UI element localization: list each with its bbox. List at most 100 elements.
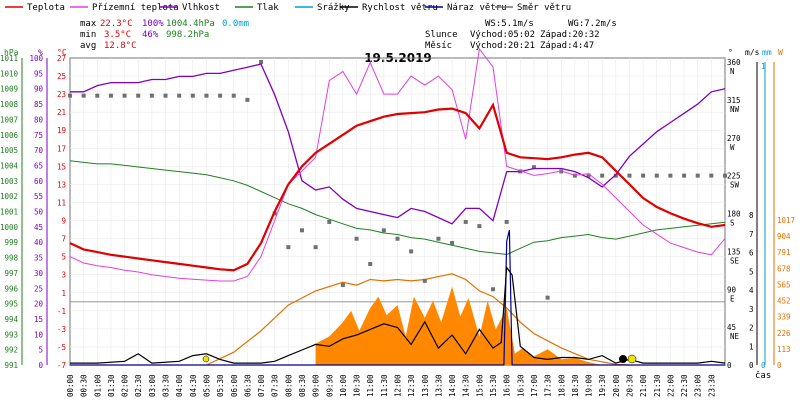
tick-label-pct: 25 [34, 284, 43, 293]
point-wind-direction [286, 245, 291, 250]
tick-label-pct: 65 [34, 161, 43, 170]
point-wind-direction [340, 283, 345, 288]
tick-label-wm2: 0 [777, 361, 782, 370]
sun-set: Západ:20:32 [540, 30, 600, 40]
tick-label-ms: 1 [749, 342, 754, 351]
legend-label: Tlak [257, 3, 279, 13]
point-wind-direction [313, 245, 318, 250]
stats-block: max 22.3°C 100% 1004.4hPa 0.0mm min 3.5°… [80, 19, 249, 51]
stats-max-label: max [80, 19, 97, 29]
tick-label-wm2: 339 [777, 313, 791, 322]
tick-label-mm: 0 [761, 361, 766, 370]
x-axis: 00:00 00:30 01:00 01:30 02:00 02:30 03:00 03:30… [66, 374, 716, 397]
tick-label-degrees: 315 [727, 96, 741, 105]
tick-label-mm: 1 [761, 62, 766, 71]
tick-label-time: 03:00 [148, 374, 157, 397]
tick-label-pct: 95 [34, 69, 43, 78]
point-wind-direction [450, 240, 455, 245]
axis-title-degrees: ° [728, 48, 733, 57]
legend-label: Rychlost větru [362, 3, 438, 13]
tick-label-degrees: 135 [727, 247, 741, 256]
tick-label-hpa: 1004 [0, 161, 18, 170]
tick-label-direction: NW [730, 105, 740, 114]
moon-rise: Východ:20:21 [470, 41, 535, 51]
tick-label-time: 17:00 [530, 374, 539, 397]
point-wind-direction [436, 236, 441, 241]
right-axes: ° m/s mm W045NE90E135SE180S225SW270W315NW36… [727, 48, 795, 370]
tick-label-time: 01:30 [107, 374, 116, 397]
tick-label-hpa: 1007 [0, 115, 18, 124]
tick-label-celsius: 25 [57, 72, 66, 81]
legend-label: Směr větru [517, 3, 571, 13]
point-wind-direction [354, 236, 359, 241]
tick-label-celsius: 7 [61, 235, 66, 244]
series-wind-gust [70, 229, 725, 366]
sun-rise: Východ:05:02 [470, 30, 535, 40]
tick-label-hpa: 1006 [0, 131, 18, 140]
axis-title-ms: m/s [745, 48, 760, 57]
tick-label-time: 12:00 [394, 374, 403, 397]
tick-label-hpa: 1009 [0, 85, 18, 94]
tick-label-time: 00:30 [80, 374, 89, 397]
tick-label-hpa: 999 [4, 238, 18, 247]
tick-label-hpa: 991 [4, 361, 18, 370]
tick-label-pct: 75 [34, 131, 43, 140]
stats-max-rain: 0.0mm [222, 19, 249, 29]
tick-label-hpa: 993 [4, 330, 18, 339]
tick-label-time: 04:30 [189, 374, 198, 397]
tick-label-hpa: 992 [4, 346, 18, 355]
point-wind-direction [245, 97, 250, 102]
point-wind-direction [218, 93, 223, 98]
legend: Teplota Přízemní teplota Vlhkost Tlak Srážky… [5, 3, 571, 13]
tick-label-celsius: -5 [57, 343, 66, 352]
tick-label-ms: 6 [749, 249, 754, 258]
sunrise-marker-icon [202, 355, 210, 363]
tick-label-degrees: 270 [727, 134, 741, 143]
stats-max-hum: 100% [142, 19, 164, 29]
tick-label-time: 11:30 [380, 374, 389, 397]
tick-label-pct: 85 [34, 100, 43, 109]
tick-label-celsius: -3 [57, 325, 66, 334]
point-wind-direction [231, 93, 236, 98]
tick-label-hpa: 1005 [0, 146, 18, 155]
tick-label-time: 09:00 [312, 374, 321, 397]
tick-label-time: 19:30 [598, 374, 607, 397]
tick-label-celsius: -7 [57, 361, 66, 370]
tick-label-degrees: 225 [727, 172, 741, 181]
tick-label-direction: S [730, 219, 735, 228]
tick-label-celsius: -1 [57, 307, 66, 316]
tick-label-hpa: 1001 [0, 208, 18, 217]
point-wind-direction [545, 295, 550, 300]
series-solar-measured [315, 286, 603, 365]
legend-label: Teplota [27, 3, 65, 13]
tick-label-time: 11:00 [366, 374, 375, 397]
tick-label-degrees: 0 [727, 361, 732, 370]
tick-label-time: 10:00 [339, 374, 348, 397]
tick-label-time: 13:30 [434, 374, 443, 397]
tick-label-celsius: 27 [57, 54, 66, 63]
point-wind-direction [668, 173, 673, 178]
tick-label-time: 06:00 [230, 374, 239, 397]
point-wind-direction [381, 228, 386, 233]
tick-label-degrees: 90 [727, 285, 737, 294]
stats-avg-label: avg [80, 41, 96, 51]
tick-label-time: 16:00 [503, 374, 512, 397]
tick-label-time: 21:30 [653, 374, 662, 397]
tick-label-degrees: 180 [727, 210, 741, 219]
point-wind-direction [586, 173, 591, 178]
tick-label-hpa: 998 [4, 254, 18, 263]
tick-label-hpa: 994 [4, 315, 18, 324]
legend-label: Přízemní teplota [92, 3, 179, 13]
tick-label-wm2: 565 [777, 280, 791, 289]
tick-label-ms: 5 [749, 267, 754, 276]
tick-label-direction: W [730, 143, 735, 152]
tick-label-celsius: 11 [57, 198, 66, 207]
point-wind-direction [504, 219, 509, 224]
series-ground-temp [69, 47, 726, 282]
stats-min-press: 998.2hPa [166, 30, 209, 40]
point-wind-direction [641, 173, 646, 178]
point-wind-direction [531, 165, 536, 170]
moon-set: Západ:4:47 [540, 41, 594, 51]
tick-label-pct: 30 [34, 269, 44, 278]
tick-label-wm2: 452 [777, 297, 791, 306]
